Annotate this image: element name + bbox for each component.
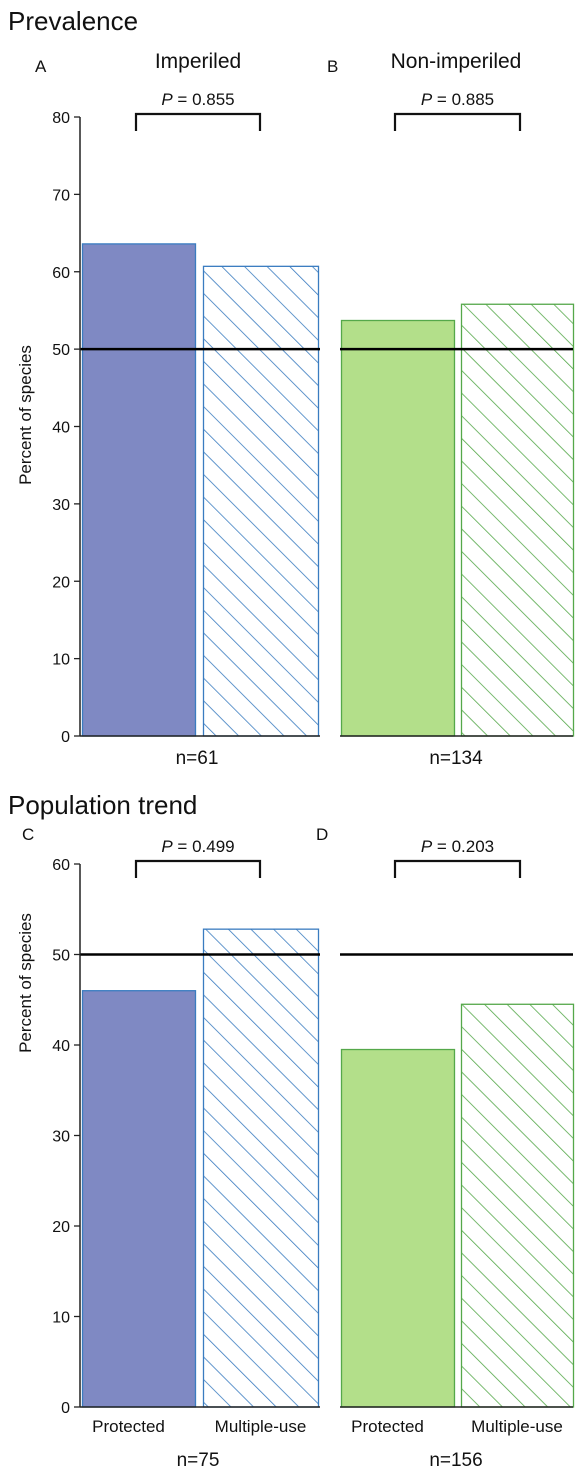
bar-d-protected	[340, 1048, 456, 1408]
significance-bracket-c	[134, 859, 262, 878]
y-tick-label-c-50: 50	[52, 948, 70, 965]
bar-b-multiple-use	[460, 303, 575, 737]
p-value-d: P = 0.203	[421, 837, 494, 856]
y-tick-label-a-70: 70	[52, 187, 70, 204]
significance-bracket-d	[393, 859, 522, 878]
y-tick-label-c-20: 20	[52, 1219, 70, 1236]
bar-a-protected	[81, 243, 197, 737]
section-title-prevalence: Prevalence	[8, 6, 138, 36]
panel-letter-b: B	[327, 57, 338, 76]
y-tick-label-a-20: 20	[52, 574, 70, 591]
bar-a-multiple-use	[202, 265, 320, 737]
y-tick-label-a-60: 60	[52, 265, 70, 282]
y-tick-label-a-40: 40	[52, 420, 70, 437]
sample-size-b: n=134	[429, 748, 483, 769]
significance-bracket-b	[393, 112, 522, 131]
y-axis-label-prevalence: Percent of species	[16, 345, 35, 485]
y-tick-label-c-0: 0	[61, 1400, 70, 1417]
y-tick-label-c-60: 60	[52, 857, 70, 874]
bar-c-protected	[81, 990, 197, 1408]
y-tick-label-a-10: 10	[52, 652, 70, 669]
panel-letter-c: C	[22, 825, 34, 844]
p-value-c: P = 0.499	[161, 837, 234, 856]
plot-area: 0 10 20 30 40 50 60 70 80 P = 0.855 P = 0.885 0 10 20…	[52, 90, 575, 1436]
y-tick-label-a-30: 30	[52, 497, 70, 514]
y-axis-label-population-trend: Percent of species	[16, 913, 35, 1053]
category-label-c-protected: Protected	[92, 1417, 165, 1436]
p-value-a: P = 0.855	[161, 90, 234, 109]
category-label-c-multiple-use: Multiple-use	[215, 1417, 307, 1436]
p-value-b: P = 0.885	[421, 90, 494, 109]
section-title-population-trend: Population trend	[8, 790, 197, 820]
panel-letter-a: A	[35, 57, 47, 76]
y-tick-label-a-50: 50	[52, 342, 70, 359]
panel-title-imperiled: Imperiled	[155, 50, 241, 73]
bar-d-multiple-use	[460, 1003, 575, 1408]
panel-letter-d: D	[316, 825, 328, 844]
significance-bracket-a	[134, 112, 262, 131]
category-label-d-protected: Protected	[351, 1417, 424, 1436]
category-label-d-multiple-use: Multiple-use	[471, 1417, 563, 1436]
bar-c-multiple-use	[202, 928, 320, 1408]
sample-size-a: n=61	[176, 748, 219, 769]
sample-size-d: n=156	[429, 1450, 482, 1471]
bar-b-protected	[340, 319, 456, 737]
y-tick-label-c-30: 30	[52, 1129, 70, 1146]
y-tick-label-a-0: 0	[61, 729, 70, 746]
y-tick-label-c-10: 10	[52, 1310, 70, 1327]
panel-title-non-imperiled: Non-imperiled	[391, 50, 522, 73]
y-tick-label-a-80: 80	[52, 110, 70, 127]
y-tick-label-c-40: 40	[52, 1038, 70, 1055]
sample-size-c: n=75	[177, 1450, 220, 1471]
